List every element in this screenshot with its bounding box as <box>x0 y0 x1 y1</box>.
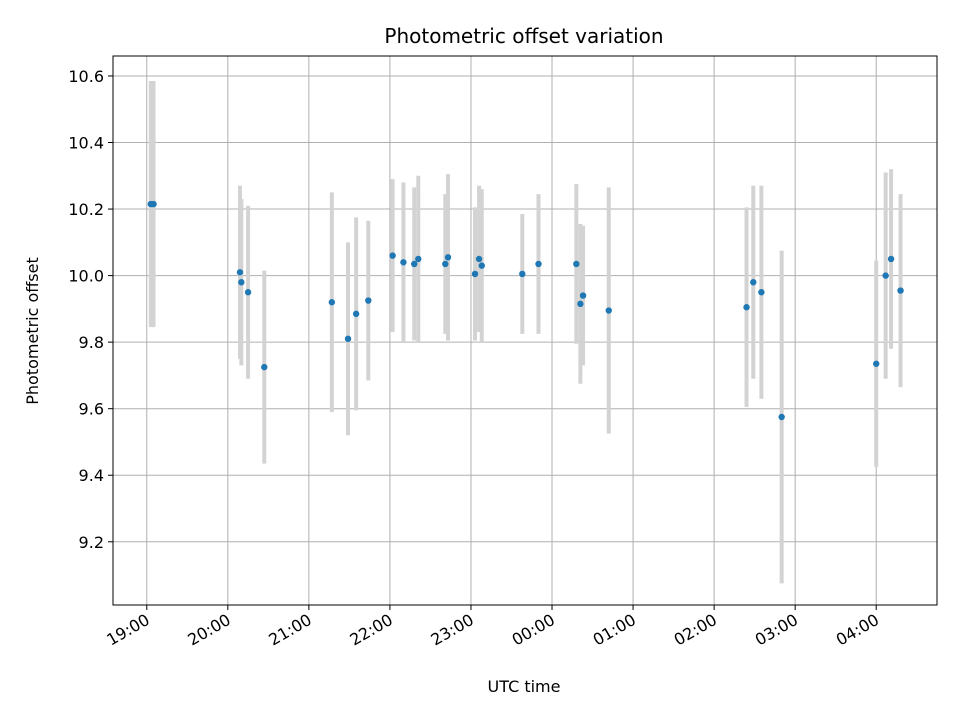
data-point <box>389 252 396 259</box>
data-point <box>573 260 580 268</box>
y-tick-label: 10.6 <box>68 67 104 86</box>
y-tick-label: 9.6 <box>79 400 104 419</box>
data-point <box>365 297 372 304</box>
chart-title: Photometric offset variation <box>384 24 663 48</box>
y-axis-ticks: 9.2 9.4 9.6 9.8 10.0 10.2 10.4 10.6 <box>68 67 113 552</box>
data-point <box>605 307 612 314</box>
data-point <box>244 289 252 296</box>
data-point <box>758 289 765 296</box>
data-point <box>236 269 244 276</box>
data-point <box>150 200 157 208</box>
data-point <box>400 259 407 266</box>
plot-area <box>113 56 937 605</box>
data-point <box>442 260 449 268</box>
y-tick-label: 10.2 <box>68 200 104 219</box>
data-point <box>238 279 245 286</box>
data-point <box>344 335 352 343</box>
data-point <box>475 255 483 263</box>
y-tick-label: 10.4 <box>68 134 104 153</box>
data-point <box>352 310 360 318</box>
data-point <box>415 255 422 263</box>
data-point <box>411 260 418 268</box>
data-point <box>577 300 584 308</box>
data-point <box>328 299 336 306</box>
point-layer <box>147 200 904 421</box>
data-point <box>873 360 880 367</box>
data-point <box>261 363 268 371</box>
y-tick-label: 9.4 <box>79 466 104 485</box>
data-point <box>579 292 587 299</box>
y-tick-label: 10.0 <box>68 267 104 286</box>
plot-frame <box>112 55 938 606</box>
data-point <box>519 270 526 278</box>
data-point <box>882 272 889 279</box>
data-point <box>535 260 542 268</box>
y-tick-label: 9.8 <box>79 333 104 352</box>
data-point <box>778 413 785 421</box>
data-point <box>444 254 452 261</box>
data-point <box>471 270 479 278</box>
y-tick-label: 9.2 <box>79 533 104 552</box>
y-axis-label: Photometric offset <box>23 257 42 405</box>
data-point <box>887 255 895 263</box>
x-axis-label: UTC time <box>488 677 561 696</box>
data-point <box>478 262 485 269</box>
data-point <box>743 304 750 311</box>
data-point <box>897 287 904 294</box>
data-point <box>750 279 757 286</box>
